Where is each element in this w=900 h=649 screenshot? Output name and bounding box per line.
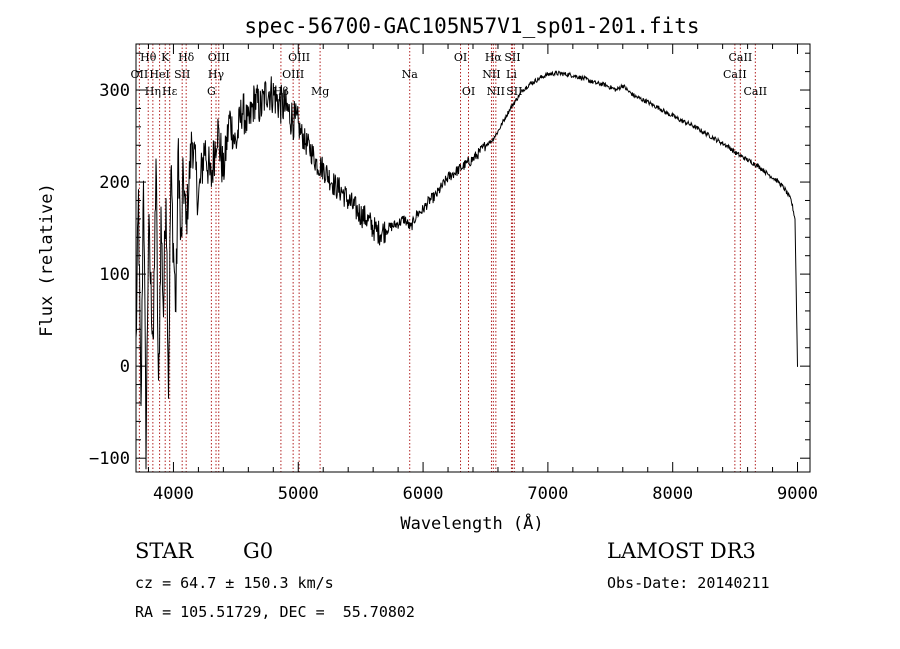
line-marker-label-26: CaII	[743, 85, 767, 98]
line-marker-label-0: OII	[131, 68, 149, 81]
line-marker-label-13: OIII	[288, 51, 310, 64]
object-subclass: G0	[243, 539, 274, 563]
line-marker-label-3: HeI	[149, 68, 169, 81]
line-marker-label-7: Hδ	[178, 51, 195, 64]
line-marker-label-25: CaII	[729, 51, 753, 64]
line-marker-label-24: CaII	[723, 68, 747, 81]
redshift-velocity: cz = 64.7 ± 150.3 km/s	[135, 574, 334, 592]
y-tick-label: 200	[99, 173, 130, 193]
chart-title: spec-56700-GAC105N57V1_sp01-201.fits	[244, 14, 699, 38]
plot-frame	[135, 43, 811, 473]
line-marker-label-12: OIII	[282, 68, 304, 81]
observation-date: Obs-Date: 20140211	[607, 574, 770, 592]
emission-line-labels: OIIHθHηHeIHεKSIIHδGHγOIIIHβOIIIOIIIMgNaO…	[131, 51, 768, 98]
line-marker-label-23: SII	[506, 85, 522, 98]
line-marker-label-15: Na	[402, 68, 419, 81]
line-marker-label-5: K	[161, 51, 170, 64]
x-tick-label: 6000	[403, 484, 444, 504]
x-axis-label: Wavelength (Å)	[400, 512, 543, 534]
line-marker-label-2: Hη	[145, 85, 161, 98]
line-marker-label-6: SII	[174, 68, 190, 81]
line-marker-label-16: OI	[454, 51, 467, 64]
object-class: STAR	[135, 539, 194, 563]
line-marker-label-4: Hε	[162, 85, 178, 98]
x-tick-label: 7000	[527, 484, 568, 504]
line-marker-label-1: Hθ	[140, 51, 157, 64]
line-marker-label-8: G	[207, 85, 216, 98]
line-marker-label-18: NII	[482, 68, 500, 81]
sky-coordinates: RA = 105.51729, DEC = 55.70802	[135, 603, 415, 621]
line-marker-label-22: SII	[504, 51, 520, 64]
y-tick-label: 300	[99, 81, 130, 101]
y-axis-label: Flux (relative)	[37, 183, 57, 337]
line-marker-label-14: Mg	[311, 85, 329, 98]
line-marker-label-19: Hα	[485, 51, 503, 64]
emission-line-markers	[138, 44, 756, 472]
y-tick-label: 100	[99, 265, 130, 285]
line-marker-label-21: Li	[506, 68, 517, 81]
x-tick-label: 9000	[777, 484, 818, 504]
x-tick-label: 8000	[652, 484, 693, 504]
y-tick-label: 0	[120, 357, 130, 377]
x-tick-label: 5000	[278, 484, 319, 504]
survey-name: LAMOST DR3	[607, 539, 756, 563]
line-marker-label-17: OI	[462, 85, 475, 98]
y-tick-label: −100	[89, 449, 130, 469]
line-marker-label-10: OIII	[208, 51, 230, 64]
flux-series-line	[135, 70, 798, 470]
x-tick-label: 4000	[153, 484, 194, 504]
axis-ticks: 4000 5000 6000 7000 8000 9000 −100 0 100 200 300	[89, 44, 818, 504]
line-marker-label-9: Hγ	[208, 68, 225, 81]
line-marker-label-20: NII	[487, 85, 505, 98]
